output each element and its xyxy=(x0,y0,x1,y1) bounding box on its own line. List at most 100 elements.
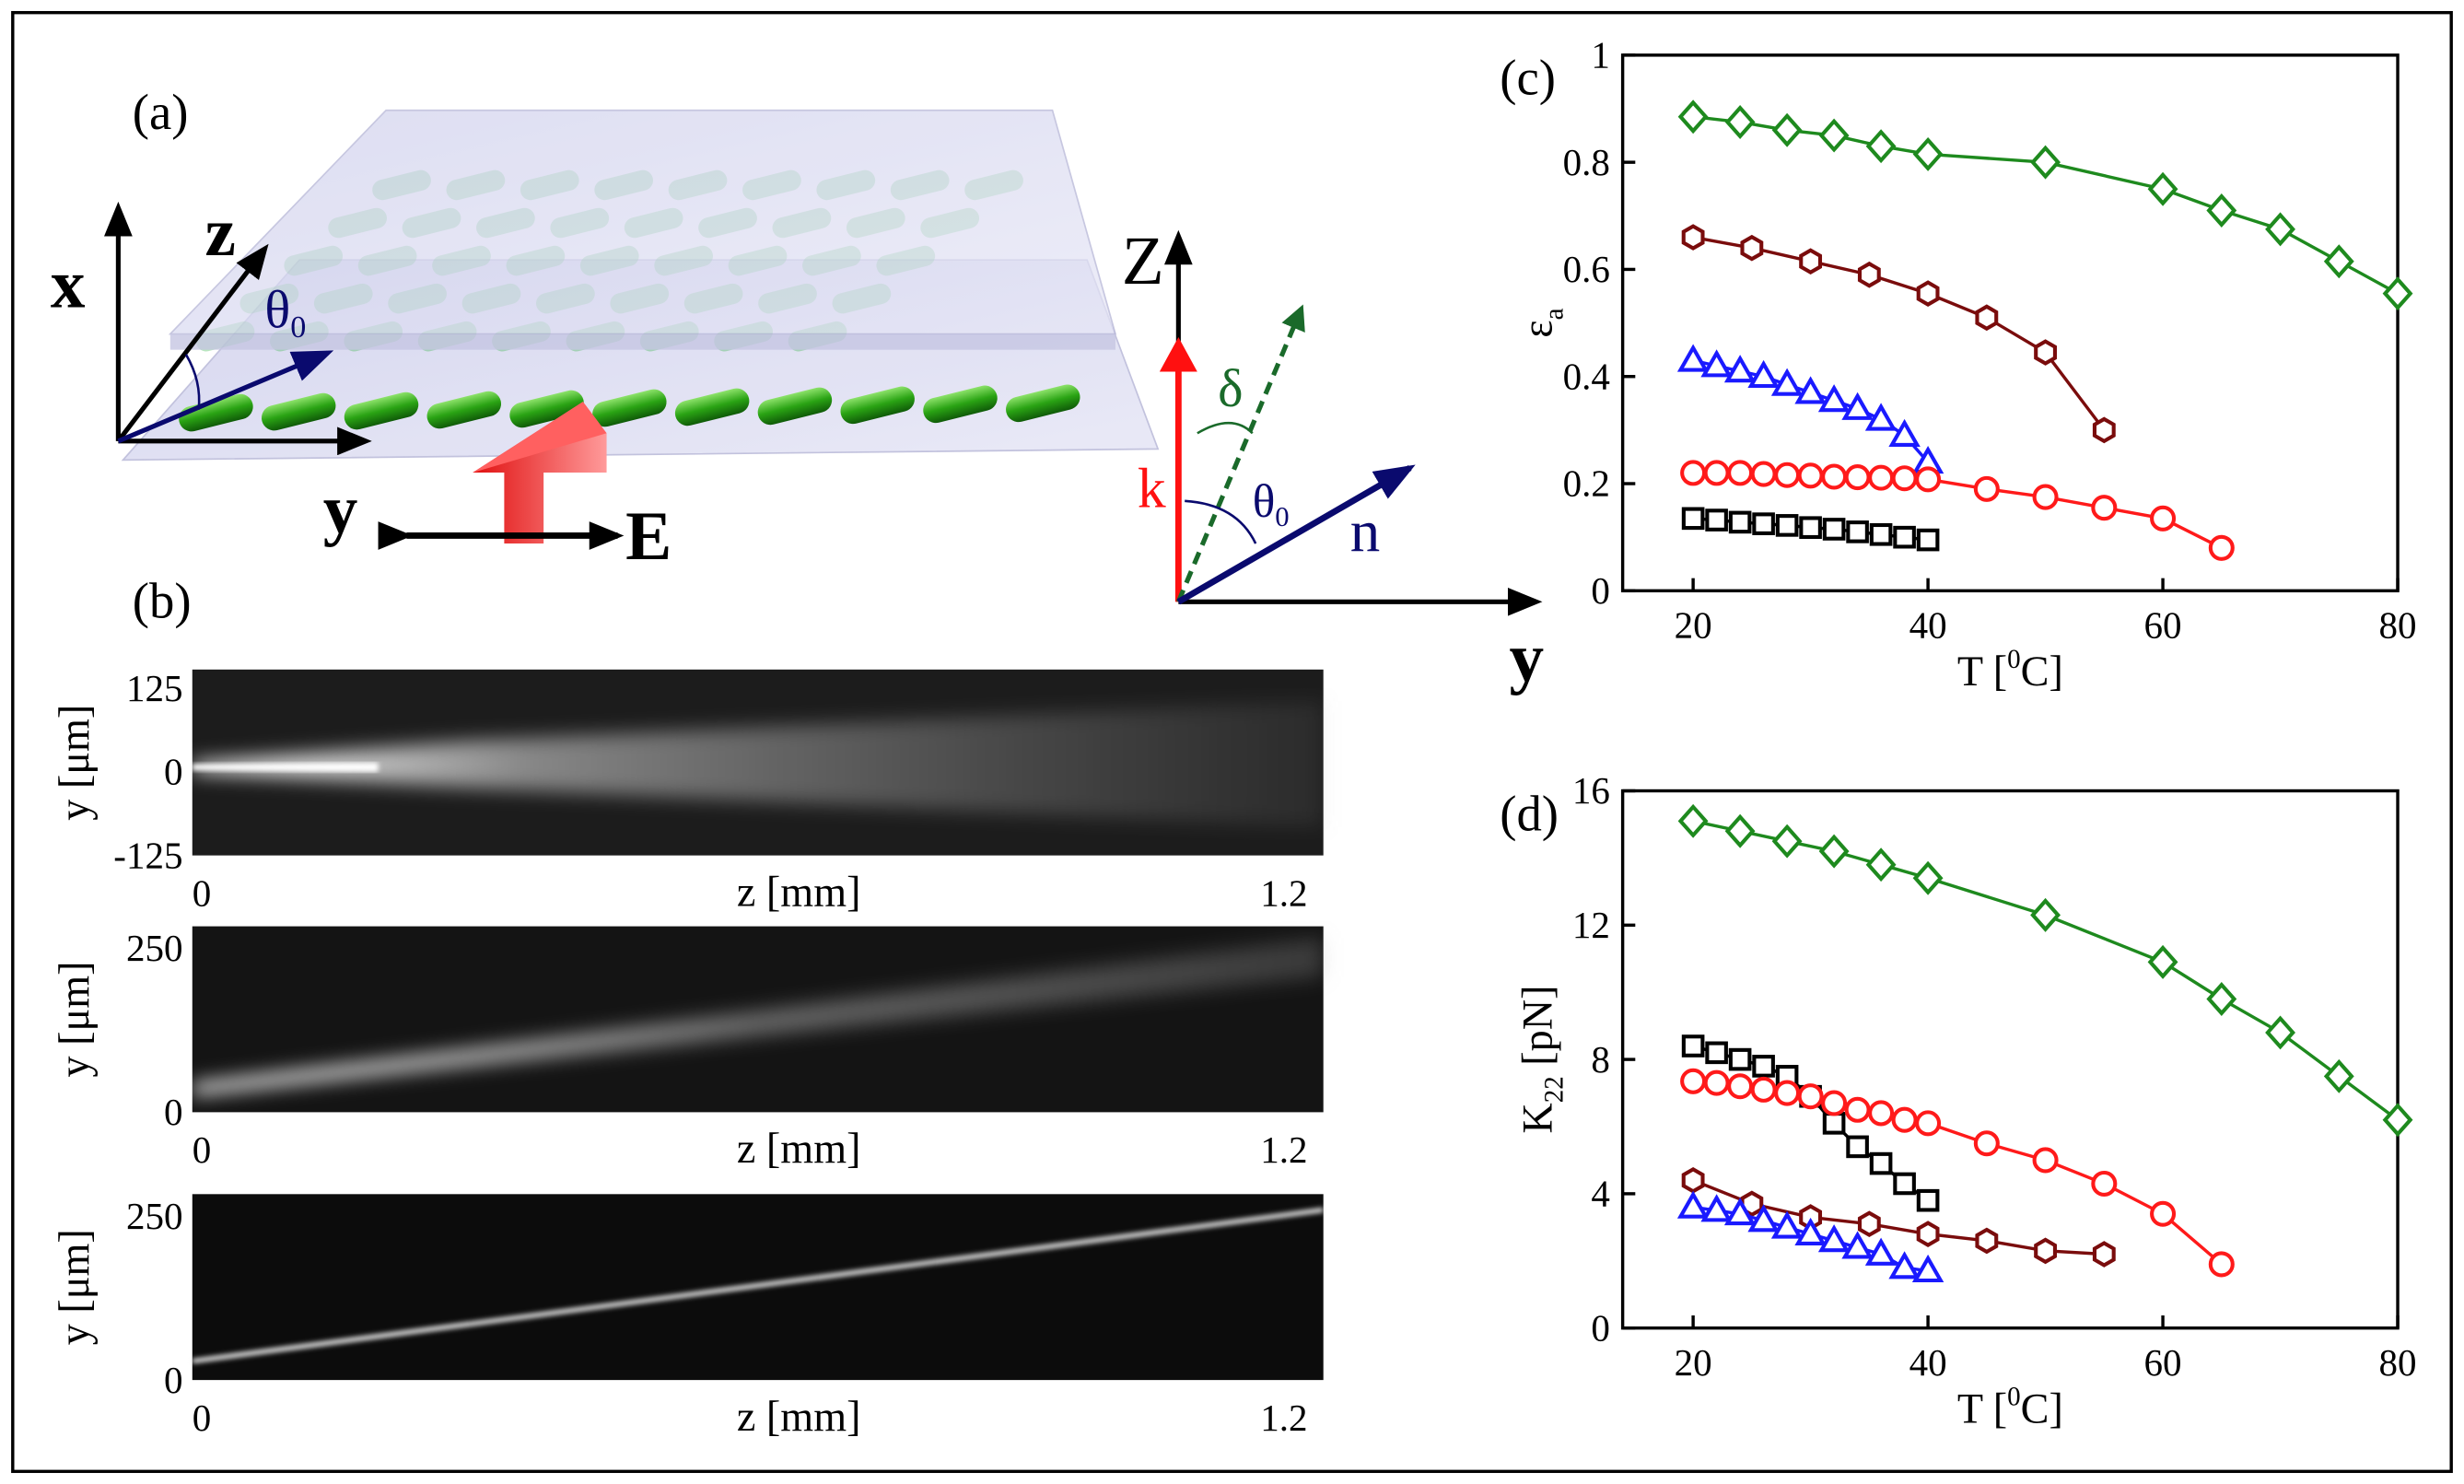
marker xyxy=(1916,280,1940,307)
y-label-text: ε xyxy=(1514,320,1561,337)
marker xyxy=(1846,1135,1869,1159)
marker xyxy=(1747,359,1780,389)
y-tick-label: 1 xyxy=(1591,34,1610,76)
marker xyxy=(1740,234,1764,262)
label-theta: θ0 xyxy=(264,280,306,345)
y-tick-label: 4 xyxy=(1591,1173,1610,1215)
y-tick-label: 16 xyxy=(1572,769,1610,812)
marker xyxy=(1869,1151,1893,1175)
marker xyxy=(1703,460,1730,486)
marker xyxy=(1723,1197,1757,1226)
marker xyxy=(1869,522,1893,546)
marker xyxy=(1844,464,1871,491)
marker xyxy=(1857,261,1881,288)
label-theta2: θ0 xyxy=(1253,475,1290,532)
marker xyxy=(2030,897,2061,932)
y-tick-label: 12 xyxy=(1572,904,1610,946)
y-tick-label: 0 xyxy=(164,1359,183,1401)
marker xyxy=(2032,1147,2059,1174)
marker xyxy=(1846,520,1869,543)
series-line xyxy=(1692,819,2400,1122)
vec-s xyxy=(1175,304,1305,603)
diagram: x z y θ0 E (a) Z y k n δ θ0 xyxy=(51,84,1544,696)
beam-1-core xyxy=(192,762,379,772)
y-label: y [μm] xyxy=(51,705,98,821)
marker xyxy=(1916,528,1940,552)
marker xyxy=(2147,171,2178,206)
marker xyxy=(1676,1190,1710,1219)
rod xyxy=(840,386,915,425)
marker xyxy=(2091,1170,2118,1197)
marker xyxy=(1681,224,1705,251)
marker xyxy=(1750,461,1777,487)
marker xyxy=(1770,1210,1804,1239)
panel-label: (c) xyxy=(1500,50,1556,106)
x-tick-label: 80 xyxy=(2379,604,2417,647)
rod xyxy=(592,389,667,427)
marker xyxy=(1891,1106,1918,1133)
marker xyxy=(1700,349,1733,378)
x-label: T [0C] xyxy=(1957,1382,2063,1431)
y-tick-label: 0 xyxy=(164,1091,183,1133)
marker xyxy=(1680,1068,1707,1094)
y-label-text: K xyxy=(1514,1103,1561,1133)
marker xyxy=(2323,244,2354,279)
label-delta: δ xyxy=(1218,358,1243,418)
y-label-sub: 22 xyxy=(1540,1076,1570,1103)
theta: θ xyxy=(264,280,290,340)
marker xyxy=(1770,368,1804,396)
marker xyxy=(1891,465,1918,492)
marker xyxy=(2034,1237,2058,1265)
x-tick-label: 0 xyxy=(193,1128,212,1171)
beam-2 xyxy=(192,937,1324,1095)
beam-1 xyxy=(192,701,1324,827)
marker xyxy=(1727,1073,1754,1100)
marker xyxy=(1724,105,1756,140)
beam-3 xyxy=(192,1207,1325,1364)
y-tick-label: 250 xyxy=(126,1195,183,1237)
y-label: y [μm] xyxy=(51,961,98,1077)
y-label-sub: a xyxy=(1540,308,1570,320)
x-tick-label: 1.2 xyxy=(1260,1128,1307,1171)
marker xyxy=(1893,1172,1916,1196)
x-label-text: T [ xyxy=(1957,648,2007,695)
x-tick-label: 20 xyxy=(1675,1341,1712,1384)
marker xyxy=(1705,1041,1728,1065)
label-n: n xyxy=(1350,499,1380,566)
marker xyxy=(1775,514,1799,537)
y-tick-label: 0 xyxy=(1591,1306,1610,1349)
marker xyxy=(1723,355,1757,383)
marker xyxy=(1912,860,1944,895)
marker xyxy=(1973,1130,2000,1157)
x-label-end: C] xyxy=(2021,648,2063,695)
marker xyxy=(2206,982,2237,1016)
panel-label: (a) xyxy=(133,84,189,140)
theta-sub: 0 xyxy=(1275,501,1289,532)
marker xyxy=(2092,416,2116,444)
series-line xyxy=(1693,471,2223,550)
marker xyxy=(1857,1210,1881,1238)
marker xyxy=(1700,1194,1733,1222)
marker xyxy=(2208,534,2235,561)
panel-label: (b) xyxy=(133,572,192,628)
marker xyxy=(1818,118,1850,153)
vec-n xyxy=(1176,464,1416,605)
marker xyxy=(1752,512,1775,535)
x-tick-label: 1.2 xyxy=(1260,1396,1307,1439)
x-label-text: T [ xyxy=(1957,1385,2007,1431)
marker xyxy=(1975,1227,1999,1255)
marker xyxy=(1676,344,1710,372)
marker xyxy=(1818,834,1850,869)
marker xyxy=(1915,1110,1942,1137)
marker xyxy=(1868,1100,1895,1127)
series-line xyxy=(1692,235,2106,431)
y-tick-label: 250 xyxy=(126,927,183,969)
marker xyxy=(2150,1200,2177,1227)
marker xyxy=(1771,112,1803,147)
marker xyxy=(1916,1188,1940,1212)
label-e: E xyxy=(625,498,671,575)
marker xyxy=(2265,212,2295,247)
marker xyxy=(1911,1254,1944,1283)
y-label: K22 [pN] xyxy=(1514,986,1570,1134)
